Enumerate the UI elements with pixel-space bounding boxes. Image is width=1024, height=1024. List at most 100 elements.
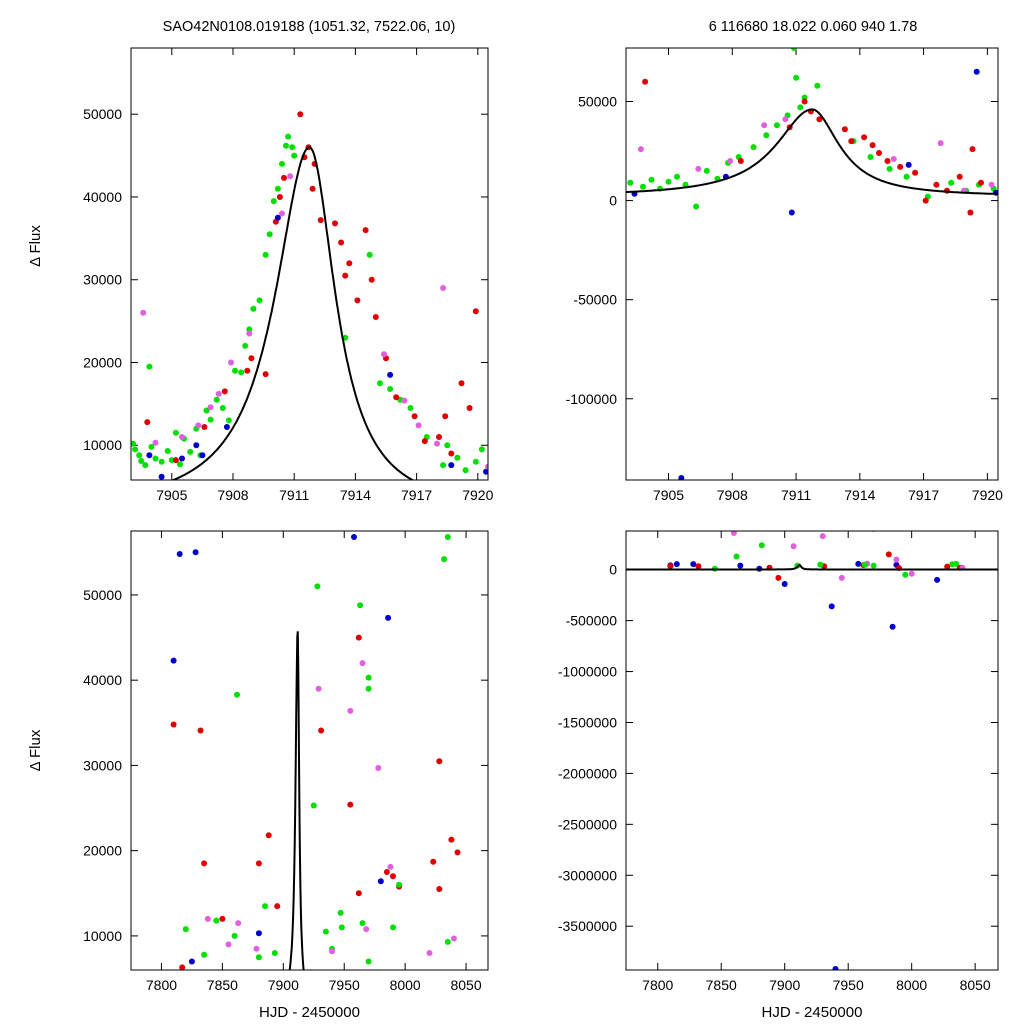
data-point-red xyxy=(368,276,375,283)
data-point-red xyxy=(332,220,338,227)
x-tick-label: 8000 xyxy=(896,977,927,993)
x-tick-label: 7950 xyxy=(833,977,864,993)
data-point-blue xyxy=(193,442,200,449)
plot-frame xyxy=(130,530,489,971)
data-point-red xyxy=(354,297,361,304)
data-point-violet xyxy=(225,941,232,948)
data-point-violet xyxy=(695,165,702,172)
data-point-green xyxy=(365,958,372,965)
y-axis-label: Δ Flux xyxy=(27,729,44,771)
x-tick-label: 7917 xyxy=(908,487,939,503)
data-point-green xyxy=(213,396,220,403)
x-tick-label: 7900 xyxy=(769,977,800,993)
data-point-red xyxy=(956,173,963,180)
data-point-red xyxy=(276,194,283,200)
data-point-red xyxy=(281,174,287,181)
data-point-red xyxy=(262,371,269,378)
data-point-green xyxy=(213,917,220,924)
data-point-green xyxy=(797,104,804,111)
x-tick-label: 7920 xyxy=(972,487,1003,503)
data-point-violet xyxy=(152,439,159,446)
data-point-violet xyxy=(727,158,734,164)
data-point-green xyxy=(152,455,159,462)
data-point-blue xyxy=(832,966,839,970)
x-tick-label: 7850 xyxy=(207,977,238,993)
data-point-green xyxy=(201,951,208,958)
data-point-green xyxy=(376,380,383,387)
data-point-green xyxy=(158,458,165,465)
data-point-blue xyxy=(781,581,788,587)
data-point-red xyxy=(338,239,345,246)
panel-full-wide: 7800 7850 7900 7950 8000 8050 -3500000 -3000000… xyxy=(558,530,999,1021)
data-point-violet xyxy=(440,285,447,291)
data-point-green xyxy=(867,154,874,160)
data-point-violet xyxy=(893,556,900,563)
data-point-green xyxy=(132,446,139,453)
data-point-blue xyxy=(889,623,896,630)
data-point-red xyxy=(346,260,353,267)
data-point-green xyxy=(136,452,143,459)
data-point-red xyxy=(393,394,400,401)
data-point-green xyxy=(790,48,797,51)
data-point-blue xyxy=(690,561,697,568)
x-tick-label: 7908 xyxy=(717,487,748,503)
data-point-green xyxy=(472,458,479,465)
data-point-red xyxy=(317,217,324,224)
x-tick-label: 8050 xyxy=(960,977,991,993)
data-point-red xyxy=(436,434,442,440)
panel-zoom-linear: 7905 7908 7911 7914 7917 7920 10000 20000 30000 4… xyxy=(27,47,494,503)
data-point-green xyxy=(365,674,372,681)
data-point-green xyxy=(861,561,868,568)
data-point-violet xyxy=(228,359,234,366)
data-point-green xyxy=(665,178,672,185)
x-tick-label: 7900 xyxy=(268,977,299,993)
data-point-blue xyxy=(377,878,384,885)
data-point-green xyxy=(870,562,877,569)
data-point-red xyxy=(309,185,316,192)
data-point-green xyxy=(146,363,153,370)
x-axis-label: HJD - 2450000 xyxy=(762,1004,863,1021)
y-tick-label: 20000 xyxy=(83,354,122,370)
y-tick-label: 0 xyxy=(609,562,617,578)
data-point-green xyxy=(387,386,394,392)
data-point-green xyxy=(763,132,770,139)
data-point-red xyxy=(372,314,379,320)
points-zoom-linear xyxy=(131,111,488,480)
data-point-blue xyxy=(934,576,941,583)
data-point-violet xyxy=(790,543,797,550)
data-point-green xyxy=(814,82,821,89)
data-point-green xyxy=(164,448,171,454)
panel-full-linear: 7800 7850 7900 7950 8000 8050 10000 20000 30000 4… xyxy=(27,530,489,1021)
data-point-green xyxy=(270,198,277,205)
data-point-green xyxy=(310,802,317,809)
data-point-green xyxy=(407,405,414,411)
data-point-green xyxy=(203,407,210,414)
data-point-green xyxy=(289,144,296,151)
data-point-violet xyxy=(253,945,260,952)
y-tick-label: -2500000 xyxy=(558,816,617,832)
plot-frame xyxy=(625,530,999,971)
data-point-green xyxy=(274,185,281,192)
data-point-red xyxy=(265,832,272,839)
data-point-green xyxy=(271,950,278,956)
data-point-violet xyxy=(434,440,440,447)
data-point-red xyxy=(642,78,649,85)
fit-curve xyxy=(626,108,998,195)
data-point-blue xyxy=(905,161,912,168)
data-point-green xyxy=(225,417,232,424)
data-point-green xyxy=(693,203,700,210)
data-point-green xyxy=(285,133,292,140)
data-point-green xyxy=(138,458,145,464)
data-point-green xyxy=(440,462,447,469)
data-point-green xyxy=(365,685,372,692)
y-axis-label: Δ Flux xyxy=(27,225,44,267)
y-tick-label: 50000 xyxy=(83,106,122,122)
data-point-violet xyxy=(415,422,422,429)
data-point-red xyxy=(869,142,876,149)
data-point-green xyxy=(262,903,268,910)
data-point-blue xyxy=(855,560,862,567)
data-point-red xyxy=(179,964,186,970)
data-point-violet xyxy=(761,122,768,129)
header-right-text: 6 116680 18.022 0.060 940 1.78 xyxy=(709,19,918,35)
x-tick-label: 7908 xyxy=(217,487,248,503)
